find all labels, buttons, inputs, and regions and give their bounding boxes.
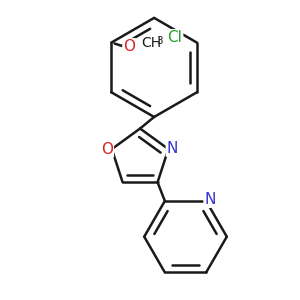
Text: N: N bbox=[167, 141, 178, 156]
Text: O: O bbox=[101, 142, 113, 157]
Text: O: O bbox=[123, 39, 135, 54]
Text: CH: CH bbox=[141, 37, 161, 50]
Text: Cl: Cl bbox=[167, 30, 182, 45]
Text: 3: 3 bbox=[156, 36, 163, 46]
Text: N: N bbox=[205, 192, 216, 207]
